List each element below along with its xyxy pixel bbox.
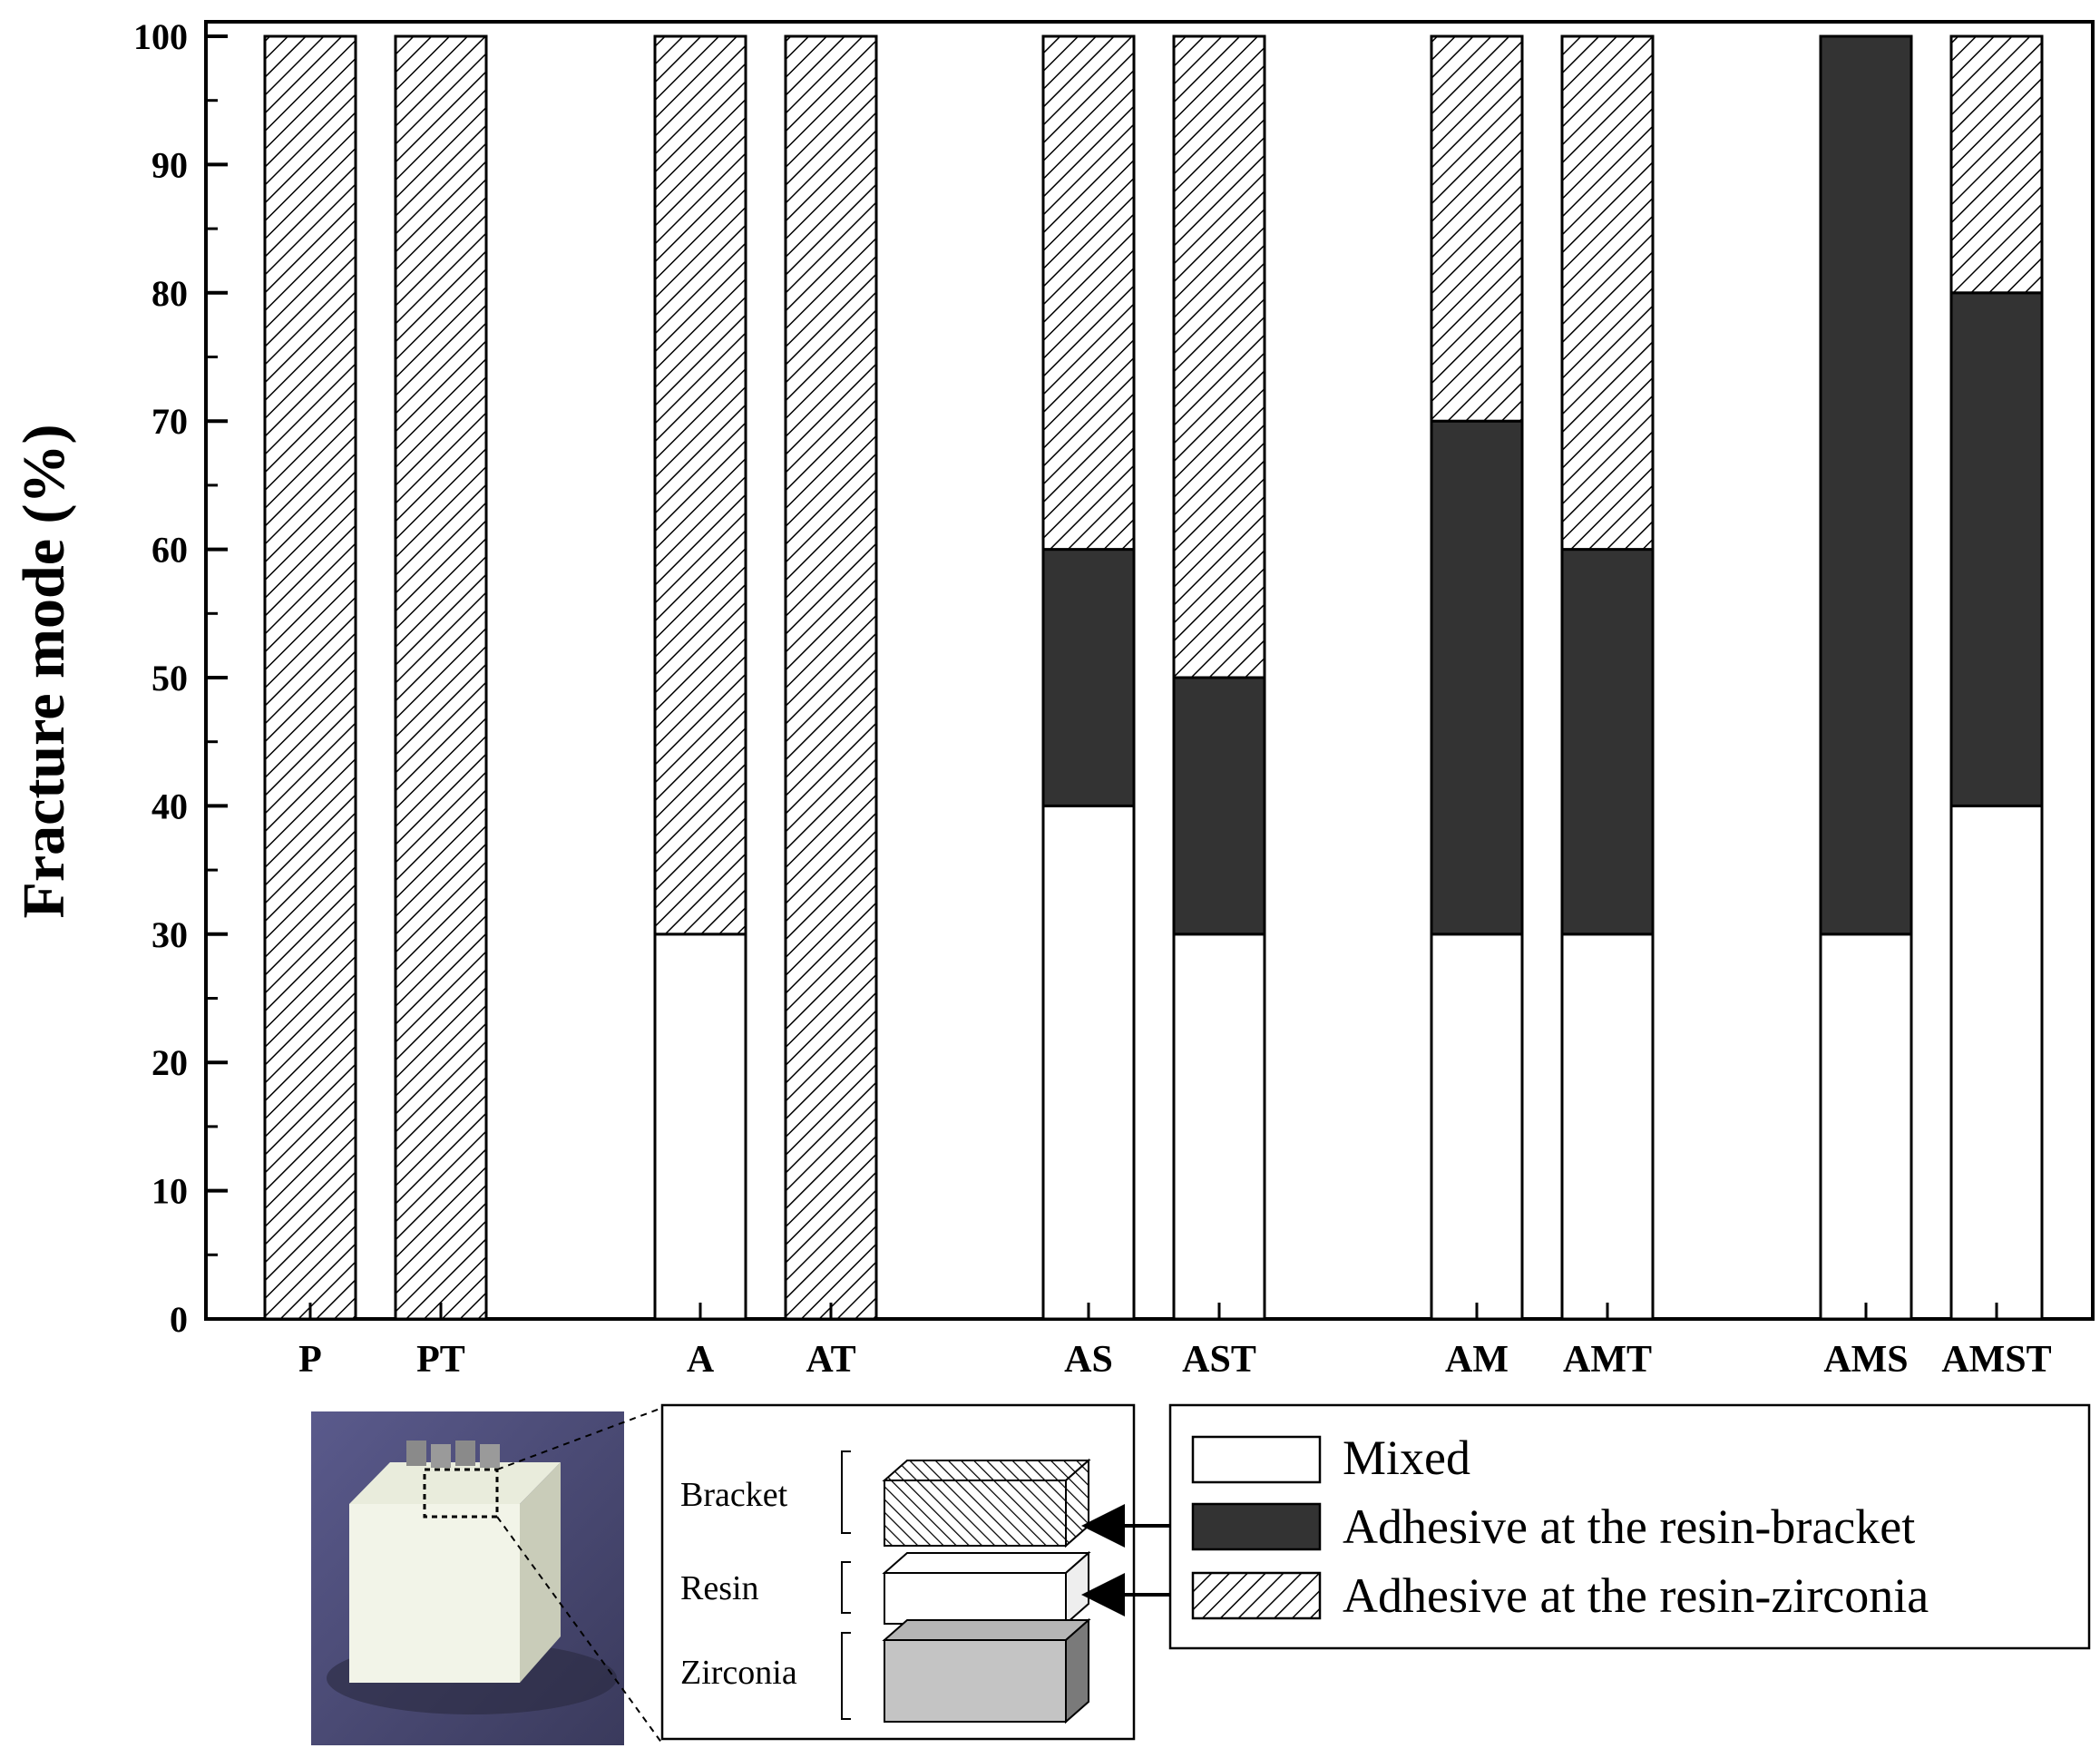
bar-segment-a-resin-zirconia xyxy=(653,34,747,936)
bar-segment-ams-mixed xyxy=(1819,933,1913,1321)
x-tick-label: A xyxy=(687,1339,715,1381)
bracket-marker-resin xyxy=(841,1561,851,1614)
legend-label-resin-bracket: Adhesive at the resin-bracket xyxy=(1343,1499,1915,1554)
y-tick-label: 0 xyxy=(170,1299,188,1340)
bar-segment-amt-resin-bracket xyxy=(1560,548,1655,936)
x-tick-label: P xyxy=(298,1339,322,1381)
legend-label-resin-zirconia: Adhesive at the resin-zirconia xyxy=(1343,1568,1929,1623)
y-tick-label: 40 xyxy=(151,786,188,826)
bar-segment-as-resin-bracket xyxy=(1041,548,1136,807)
y-tick-label: 10 xyxy=(151,1171,188,1212)
bracket-marker-zirconia xyxy=(841,1632,851,1720)
bar-segment-ast-resin-bracket xyxy=(1172,676,1266,936)
y-tick-label: 30 xyxy=(151,914,188,955)
y-tick-label: 90 xyxy=(151,144,188,185)
bar-segment-p-resin-zirconia xyxy=(263,34,357,1321)
bar-segment-pt-resin-zirconia xyxy=(394,34,488,1321)
bar-segment-as-mixed xyxy=(1041,804,1136,1321)
bar-segment-as-resin-zirconia xyxy=(1041,34,1136,552)
x-tick-label: AMS xyxy=(1823,1339,1908,1381)
legend: Mixed Adhesive at the resin-bracket Adhe… xyxy=(1168,1403,2091,1650)
bar-segment-amt-mixed xyxy=(1560,933,1655,1321)
plot-frame xyxy=(204,20,2095,1321)
bar-segment-ast-resin-zirconia xyxy=(1172,34,1266,679)
x-tick-label: AMST xyxy=(1941,1339,2051,1381)
bar-segment-amst-mixed xyxy=(1949,804,2044,1321)
bar-segment-ast-mixed xyxy=(1172,933,1266,1321)
x-tick-label: AS xyxy=(1064,1339,1113,1381)
bar-segment-am-mixed xyxy=(1430,933,1524,1321)
zoom-line-top xyxy=(496,1407,663,1470)
x-tick-label: AT xyxy=(806,1339,855,1381)
y-tick-label: 50 xyxy=(151,658,188,698)
x-tick-label: PT xyxy=(416,1339,465,1381)
y-axis: 0 10 20 30 40 50 60 70 80 90 100 xyxy=(133,16,228,1340)
bar-segment-at-resin-zirconia xyxy=(784,34,878,1321)
x-tick-label: AM xyxy=(1445,1339,1509,1381)
y-tick-label: 60 xyxy=(151,530,188,571)
y-axis-label: Fracture mode (%) xyxy=(11,425,77,919)
bar-segment-am-resin-bracket xyxy=(1430,419,1524,936)
layer-diagram: Bracket Resin Zirconia xyxy=(660,1403,1136,1741)
bracket-marker-bracket xyxy=(841,1450,851,1534)
bar-segment-a-mixed xyxy=(653,933,747,1321)
layer-label-bracket: Bracket xyxy=(680,1476,788,1514)
legend-swatch-resin-bracket xyxy=(1191,1502,1322,1551)
specimen-photo xyxy=(311,1411,624,1745)
y-tick-label: 100 xyxy=(133,16,188,57)
legend-swatch-resin-zirconia xyxy=(1191,1571,1322,1620)
y-tick-label: 80 xyxy=(151,273,188,314)
category-labels: P PT A AT AS AST AM AMT AMS AMST xyxy=(298,1303,2052,1381)
x-tick-label: AST xyxy=(1182,1339,1256,1381)
y-tick-label: 20 xyxy=(151,1042,188,1083)
bars xyxy=(263,34,2044,1321)
x-tick-label: AMT xyxy=(1563,1339,1652,1381)
legend-swatch-mixed xyxy=(1191,1435,1322,1484)
bar-segment-amt-resin-zirconia xyxy=(1560,34,1655,552)
bar-segment-ams-resin-bracket xyxy=(1819,34,1913,936)
bar-segment-am-resin-zirconia xyxy=(1430,34,1524,423)
bar-segment-amst-resin-zirconia xyxy=(1949,34,2044,295)
layer-label-zirconia: Zirconia xyxy=(680,1654,797,1692)
legend-label-mixed: Mixed xyxy=(1343,1431,1470,1485)
bar-segment-amst-resin-bracket xyxy=(1949,291,2044,807)
layer-label-resin: Resin xyxy=(680,1569,759,1607)
y-tick-label: 70 xyxy=(151,401,188,442)
